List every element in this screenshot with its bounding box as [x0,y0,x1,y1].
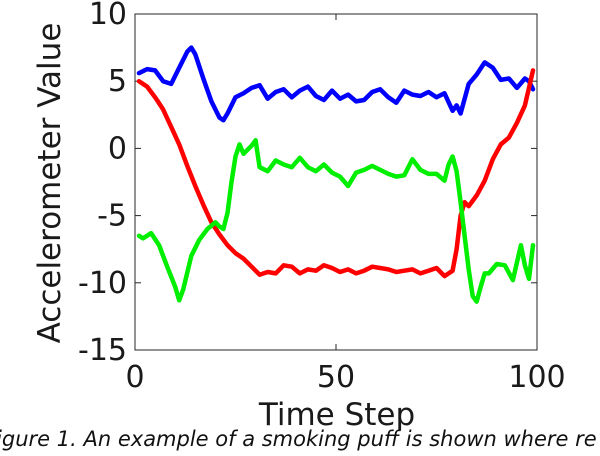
x-tick-label: 50 [317,360,355,395]
y-tick-label: -5 [97,199,127,234]
series-line-3 [136,138,536,304]
plot-area [134,13,538,351]
x-tick-label: 100 [508,360,565,395]
y-tick-label: 10 [89,0,127,32]
series-line-1 [136,45,536,123]
plot-frame [134,13,538,351]
y-tick-label: 0 [108,131,127,166]
y-axis-title: Accelerometer Value [32,23,68,344]
x-axis-title: Time Step [258,397,415,430]
y-axis-ticks: 10 5 0 -5 -10 -15 [78,0,537,368]
x-tick-label: 0 [125,360,144,395]
y-tick-label: -10 [78,266,127,301]
figure-caption: Figure 1. An example of a smoking puff i… [0,427,597,451]
series-line-2 [136,68,536,279]
y-tick-label: 5 [108,64,127,99]
y-tick-label: -15 [78,333,127,368]
x-axis-ticks: 0 50 100 [125,14,566,395]
